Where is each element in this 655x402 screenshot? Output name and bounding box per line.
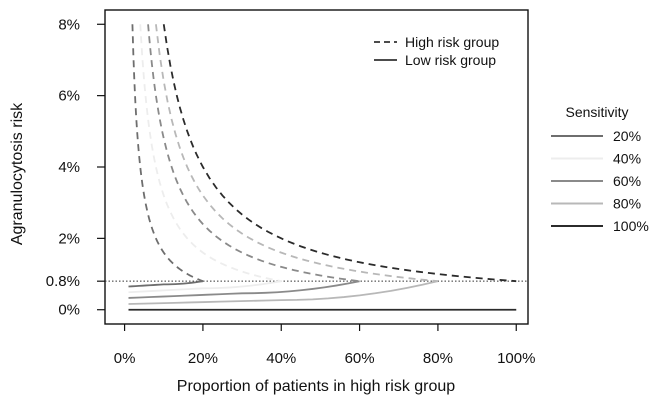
- y-tick-label: 6%: [58, 88, 80, 105]
- line-style-legend: High risk group Low risk group: [374, 34, 499, 68]
- x-axis-title: Proportion of patients in high risk grou…: [177, 378, 455, 395]
- y-axis: 0% 0.8% 2% 4% 6% 8%: [46, 16, 105, 319]
- low-risk-curve: [128, 280, 204, 288]
- high-risk-curve: [139, 24, 282, 283]
- y-axis-title: Agranulocytosis risk: [9, 102, 26, 245]
- sensitivity-label: 20%: [613, 128, 641, 144]
- sensitivity-label: 40%: [613, 151, 641, 167]
- high-risk-curve: [162, 24, 517, 283]
- curves-group: [128, 24, 517, 311]
- x-tick-label: 20%: [188, 350, 218, 367]
- low-risk-curve: [128, 280, 360, 299]
- x-tick-label: 40%: [266, 350, 296, 367]
- sensitivity-label: 100%: [613, 218, 649, 234]
- high-risk-curve: [131, 24, 204, 283]
- y-tick-label: 4%: [58, 159, 80, 176]
- x-axis: 0% 20% 40% 60% 80% 100%: [114, 324, 535, 367]
- legend-low-risk-label: Low risk group: [405, 52, 496, 68]
- x-tick-label: 60%: [345, 350, 375, 367]
- sensitivity-label: 60%: [613, 173, 641, 189]
- y-tick-label: 0.8%: [46, 273, 80, 290]
- low-risk-curve: [128, 280, 282, 294]
- x-tick-label: 0%: [114, 350, 136, 367]
- legend-high-risk-label: High risk group: [405, 34, 499, 50]
- high-risk-curve: [147, 24, 360, 283]
- low-risk-curve: [128, 280, 439, 305]
- sensitivity-label: 80%: [613, 196, 641, 212]
- y-tick-label: 2%: [58, 230, 80, 247]
- sensitivity-legend-title: Sensitivity: [565, 104, 628, 120]
- y-tick-label: 8%: [58, 16, 80, 33]
- x-tick-label: 100%: [497, 350, 535, 367]
- high-risk-curve: [155, 24, 439, 283]
- sensitivity-legend: Sensitivity 20% 40% 60% 80% 100%: [551, 104, 649, 234]
- y-tick-label: 0%: [58, 302, 80, 319]
- x-tick-label: 80%: [423, 350, 453, 367]
